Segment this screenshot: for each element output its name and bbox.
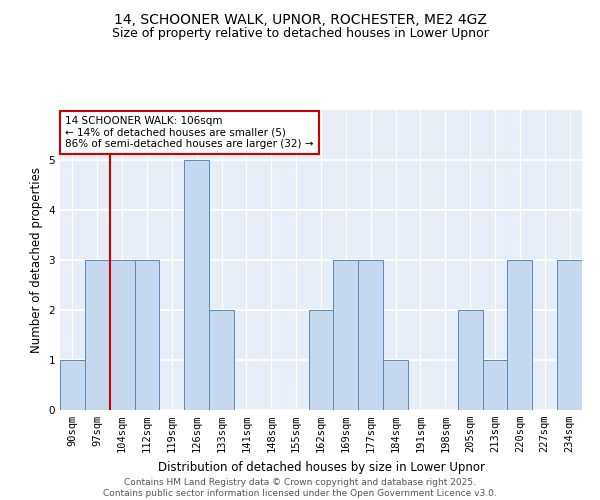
Bar (334, 260, 358, 410)
Bar (557, 260, 582, 410)
Text: 14, SCHOONER WALK, UPNOR, ROCHESTER, ME2 4GZ: 14, SCHOONER WALK, UPNOR, ROCHESTER, ME2… (113, 12, 487, 26)
Bar (209, 310, 234, 410)
Bar (308, 310, 334, 410)
Bar (508, 260, 532, 410)
Bar (184, 160, 209, 410)
Text: Contains HM Land Registry data © Crown copyright and database right 2025.
Contai: Contains HM Land Registry data © Crown c… (103, 478, 497, 498)
Y-axis label: Number of detached properties: Number of detached properties (30, 167, 43, 353)
Text: 14 SCHOONER WALK: 106sqm
← 14% of detached houses are smaller (5)
86% of semi-de: 14 SCHOONER WALK: 106sqm ← 14% of detach… (65, 116, 314, 149)
Bar (358, 260, 383, 410)
Bar (383, 360, 408, 410)
Bar (458, 310, 482, 410)
Bar (134, 260, 160, 410)
Bar (85, 260, 110, 410)
Text: Size of property relative to detached houses in Lower Upnor: Size of property relative to detached ho… (112, 28, 488, 40)
Bar (482, 360, 508, 410)
X-axis label: Distribution of detached houses by size in Lower Upnor: Distribution of detached houses by size … (157, 460, 485, 473)
Bar (110, 260, 134, 410)
Bar (60, 360, 85, 410)
